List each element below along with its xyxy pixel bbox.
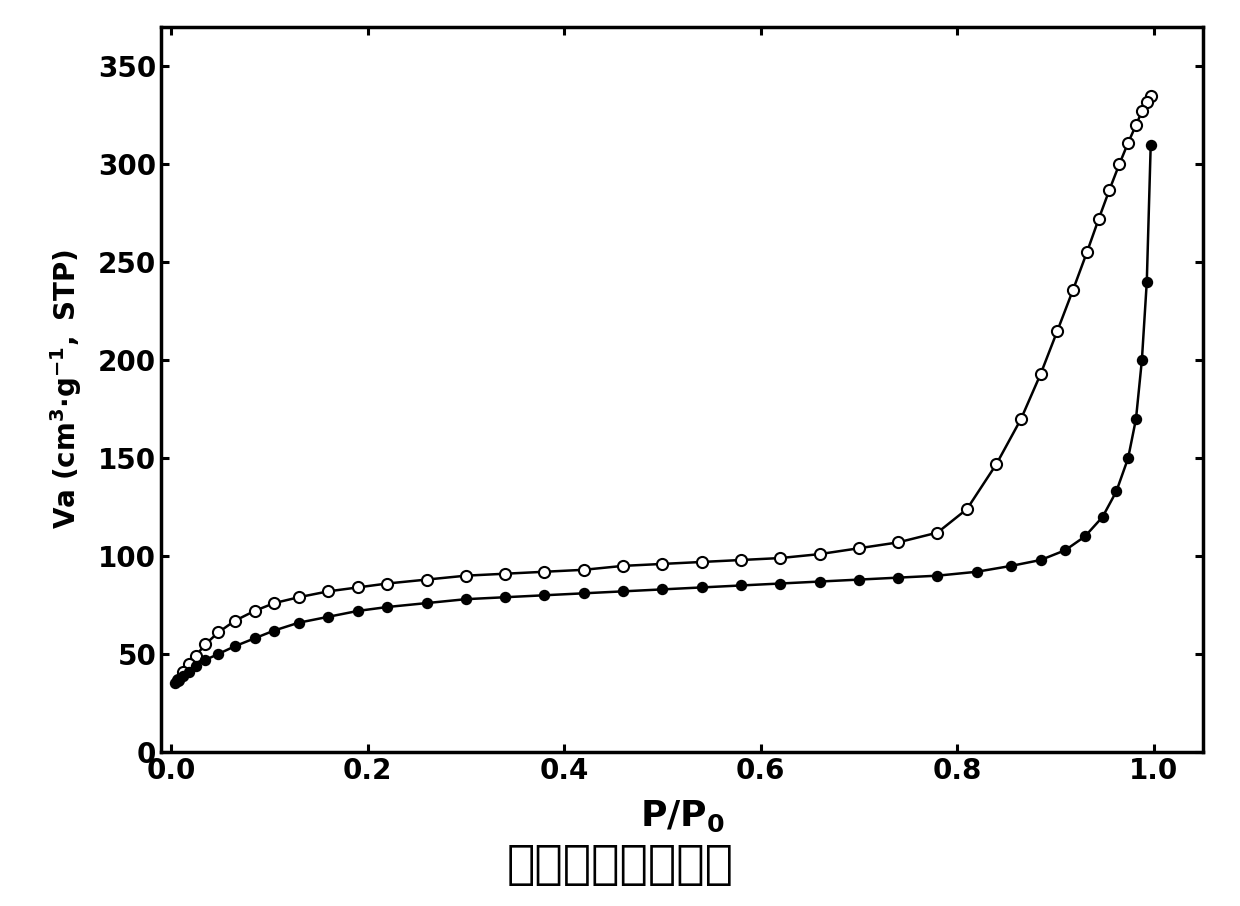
Y-axis label: $\mathbf{Va\ (cm^3{\cdot}g^{-1},\ STP)}$: $\mathbf{Va\ (cm^3{\cdot}g^{-1},\ STP)}$ (48, 250, 84, 529)
Text: 氮气吸附脱附曲线: 氮气吸附脱附曲线 (506, 843, 734, 888)
X-axis label: $\mathbf{P/P_0}$: $\mathbf{P/P_0}$ (640, 799, 724, 834)
